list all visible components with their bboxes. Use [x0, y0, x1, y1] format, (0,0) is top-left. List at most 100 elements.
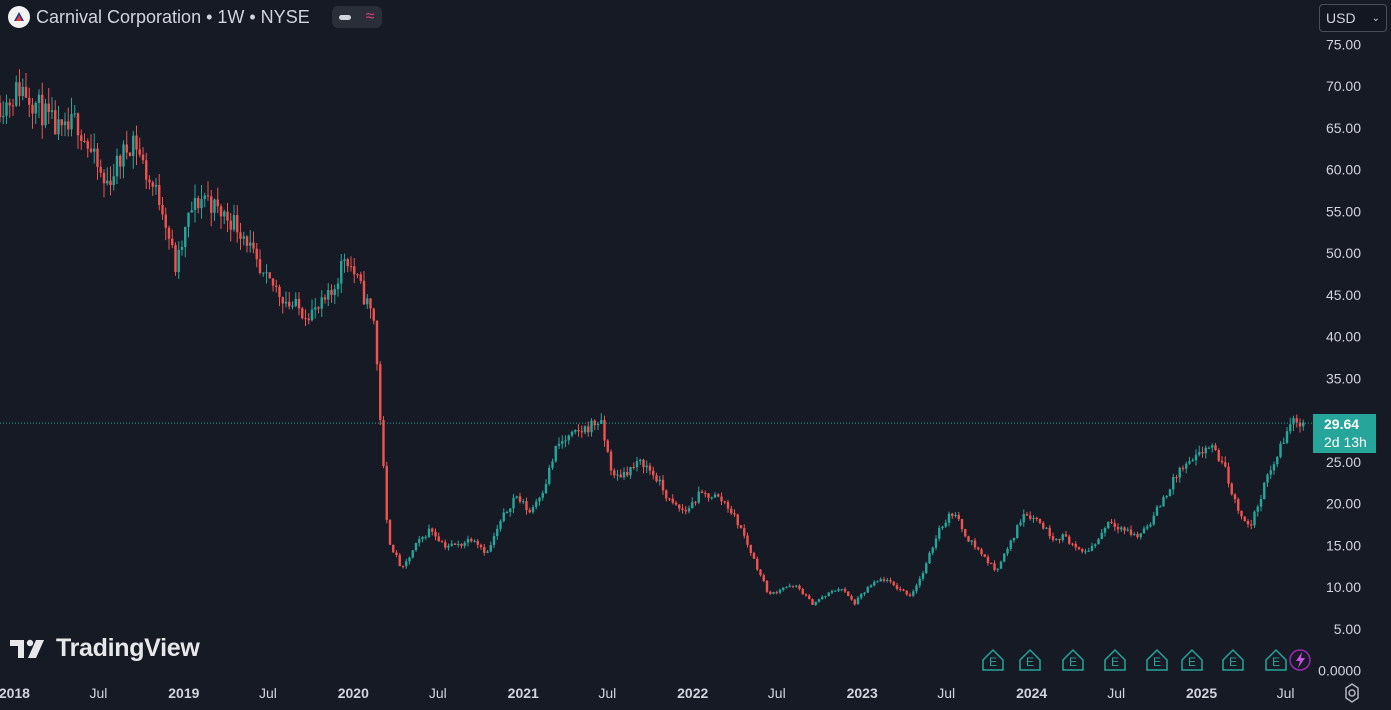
candle-body [629, 467, 632, 476]
candle-body [824, 595, 827, 597]
candle-body [1074, 544, 1077, 548]
candle-body [765, 580, 769, 592]
earnings-marker[interactable]: E [1181, 648, 1203, 671]
candle-body [632, 467, 635, 469]
earnings-label: E [1026, 655, 1034, 669]
candle-body [980, 549, 983, 555]
lightning-icon[interactable] [1289, 649, 1311, 671]
candle-body [60, 119, 63, 126]
candle-body [798, 585, 801, 589]
candle-body [1035, 517, 1038, 520]
candle-body [314, 307, 317, 310]
candle-body [236, 215, 239, 233]
candle-body [362, 280, 366, 305]
candle-body [921, 573, 925, 579]
price-axis[interactable]: 75.00 70.00 65.00 60.00 55.00 50.00 45.00 40.00… [1318, 37, 1361, 679]
candle-body [41, 94, 44, 126]
candle-body [1240, 510, 1243, 517]
candle-body [271, 278, 275, 286]
candle-body [1107, 521, 1110, 529]
candle-body [915, 585, 918, 592]
earnings-label: E [1188, 655, 1196, 669]
candle-body [476, 540, 479, 545]
candle-body [1129, 529, 1133, 535]
candle-body [80, 135, 83, 141]
earnings-marker[interactable]: E [1222, 648, 1244, 671]
candle-body [450, 543, 453, 546]
candle-body [847, 591, 850, 596]
candle-body [294, 298, 297, 306]
candle-body [990, 563, 993, 565]
candle-body [895, 585, 899, 589]
candle-body [587, 426, 590, 433]
candle-body [1068, 536, 1071, 544]
earnings-marker[interactable]: E [1146, 648, 1168, 671]
x-tick-label: Jul [89, 685, 107, 701]
tradingview-watermark[interactable]: TradingView [10, 634, 200, 663]
candle-body [840, 589, 843, 591]
earnings-marker[interactable]: E [1062, 648, 1084, 671]
candle-body [437, 536, 440, 542]
candle-body [1038, 519, 1042, 523]
candle-body [418, 539, 421, 543]
earnings-marker[interactable]: E [982, 648, 1004, 671]
x-tick-label: Jul [768, 685, 786, 701]
candle-body [944, 522, 947, 527]
candle-body [349, 266, 353, 268]
candle-body [1272, 464, 1276, 471]
candle-body [665, 490, 668, 499]
candle-body [564, 440, 567, 442]
candle-body [18, 82, 21, 97]
currency-select[interactable]: USD ⌄ [1319, 4, 1387, 32]
candle-body [1263, 482, 1266, 499]
candle-body [171, 238, 174, 246]
chart-mode-toggle[interactable]: ≈ [331, 6, 382, 28]
earnings-marker[interactable]: E [1265, 648, 1287, 671]
x-tick-label: Jul [429, 685, 447, 701]
y-tick-label: 35.00 [1326, 370, 1361, 386]
candle-body [557, 443, 561, 446]
candle-body [866, 587, 869, 593]
candle-body [1188, 461, 1191, 464]
x-tick-label: 2024 [1016, 685, 1047, 701]
candle-body [1094, 544, 1097, 546]
candle-body [8, 102, 11, 106]
settings-icon[interactable] [1345, 683, 1359, 703]
candle-body [193, 198, 197, 211]
candle-body [265, 272, 268, 274]
candle-body [1253, 511, 1256, 526]
candle-body [970, 540, 973, 542]
candle-body [21, 86, 24, 97]
candle-body [759, 569, 762, 576]
earnings-marker[interactable]: E [1019, 648, 1041, 671]
candle-body [1246, 521, 1250, 525]
candle-body [619, 474, 622, 478]
candle-body [505, 511, 509, 513]
candle-body [180, 247, 184, 250]
candle-body [993, 563, 996, 570]
candle-body [879, 579, 882, 582]
candle-body [210, 196, 213, 213]
candle-body [203, 195, 206, 200]
candle-body [843, 589, 847, 592]
candle-body [93, 148, 96, 152]
candle-body [382, 420, 385, 467]
candle-body [184, 226, 187, 248]
symbol-title: Carnival Corporation • 1W • NYSE [36, 6, 310, 27]
candle-body [460, 543, 463, 546]
earnings-label: E [1229, 655, 1237, 669]
candle-body [856, 597, 860, 605]
x-tick-label: 2020 [338, 685, 369, 701]
candle-body [1237, 499, 1240, 511]
candle-body [1016, 525, 1019, 538]
y-tick-label: 20.00 [1326, 496, 1361, 512]
symbol-header[interactable]: Carnival Corporation • 1W • NYSE ≈ [8, 6, 382, 28]
candle-body [278, 286, 281, 298]
time-axis[interactable]: 2018 Jul 2019 Jul 2020 Jul 2021 Jul 2022 Jul 2023 J… [0, 685, 1295, 701]
earnings-marker[interactable]: E [1104, 648, 1126, 671]
candle-body [489, 545, 492, 552]
candle-body [1055, 538, 1058, 540]
candle-body [67, 121, 70, 130]
candle-body [249, 242, 252, 246]
